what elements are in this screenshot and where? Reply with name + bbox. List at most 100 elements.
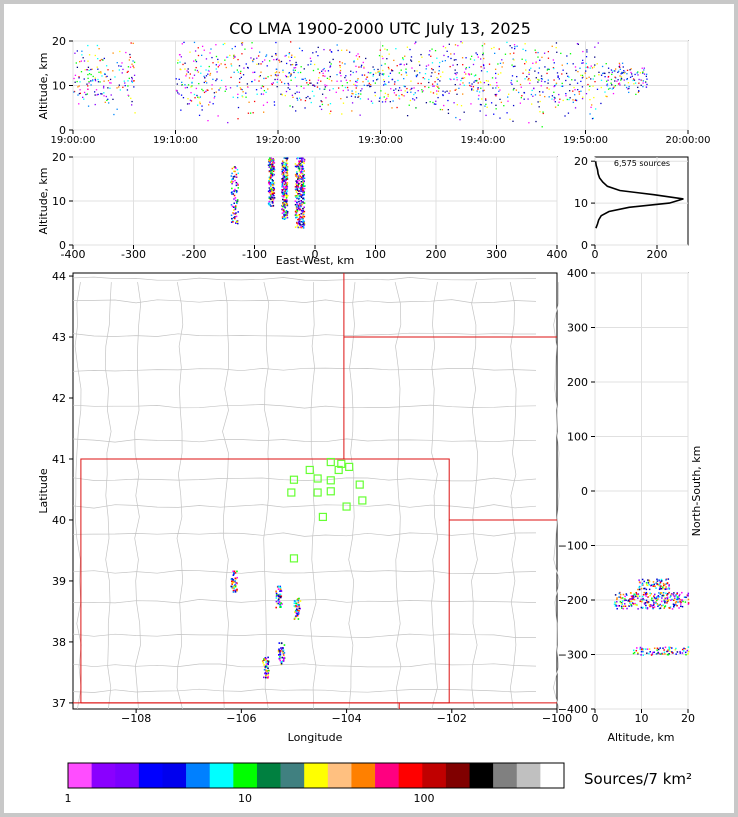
time-height-source [640,79,642,81]
time-height-source [95,89,98,91]
plan-view-source [278,657,281,660]
ew-height-source [286,182,289,185]
time-height-source [551,98,553,100]
plan-view-source [295,612,298,614]
time-height-source [547,82,549,84]
time-height-source [127,85,129,87]
ns-height-source [666,602,668,604]
time-height-source [288,84,290,86]
time-height-source [458,87,460,89]
ns-height-source [663,599,666,601]
ns-height-source [648,588,651,591]
ew-height-source [281,172,284,174]
time-height-ytick: 10 [52,80,66,93]
time-height-source [337,49,339,52]
time-height-source [383,73,385,75]
ew-height-source [301,164,303,167]
time-height-source [296,63,298,66]
time-height-source [483,89,485,91]
time-height-source [317,46,319,49]
plan-view-source [293,600,296,602]
ew-height-source [298,213,301,216]
ns-height-source [641,584,643,586]
time-height-source [293,67,295,69]
plan-view-source [232,589,235,592]
time-height-source [254,79,256,81]
plan-view-source [232,581,235,583]
time-height-source [540,75,543,77]
ew-height-source [297,206,300,209]
time-height-source [486,106,488,108]
plan-view-source [232,570,234,573]
time-height-source [590,78,592,80]
ew-height-source [282,162,284,164]
time-height-source [294,56,296,58]
time-height-source [400,89,402,91]
time-height-source [206,82,208,84]
time-height-source [589,67,591,69]
time-height-source [90,84,92,86]
time-height-source [251,42,253,44]
ew-height-source [230,181,233,184]
plan-view-source [275,590,277,593]
ew-height-source [269,171,272,173]
time-height-source [388,68,390,70]
time-height-source [513,87,515,90]
county-boundary [74,282,82,710]
time-height-source [324,70,326,72]
time-height-source [280,81,283,83]
time-height-source [600,74,603,76]
time-height-source [349,80,351,82]
time-height-source [473,75,476,77]
time-height-source [307,95,309,98]
plan-view-source [298,597,300,600]
time-tick-label: 19:50:00 [563,135,608,146]
time-height-source [317,79,320,81]
time-height-source [380,90,382,92]
plan-view-source [233,570,236,573]
time-height-source [176,83,178,85]
ns-height-source [655,602,657,604]
time-height-source [574,66,577,68]
time-height-source [294,76,297,79]
time-height-source [94,78,96,81]
time-height-source [272,82,274,84]
ns-height-source [621,597,624,599]
time-height-source [546,69,549,71]
ns-tick-label: 300 [567,322,588,335]
time-height-source [306,82,308,84]
ns-height-source [616,607,618,610]
time-height-source [315,51,317,53]
time-height-source [196,104,199,106]
time-height-source [631,73,633,75]
plan-view-source [278,650,281,652]
time-height-source [340,98,342,100]
time-height-source [278,71,280,74]
ns-height-source [652,585,654,587]
time-height-source [243,67,245,69]
time-height-source [629,76,632,78]
time-height-source [456,64,458,66]
time-height-source [637,71,639,73]
ns-height-source [637,593,640,595]
time-height-source [259,75,261,77]
time-height-source [112,52,114,54]
time-height-source [512,58,514,60]
time-height-source [358,56,361,58]
plan-view-source [265,657,268,660]
county-boundary [72,332,536,337]
plan-view-source [280,590,283,592]
time-height-source [419,64,421,66]
time-height-source [133,80,135,82]
time-height-source [629,69,631,71]
time-height-source [525,69,527,71]
time-height-source [480,70,483,72]
time-height-source [264,59,266,61]
lma-station-marker [326,457,335,467]
time-height-source [383,84,385,86]
time-height-source [122,68,124,71]
time-height-source [548,68,550,71]
ns-height-source [671,647,673,649]
time-height-source [560,52,562,55]
ew-height-source [282,208,285,211]
